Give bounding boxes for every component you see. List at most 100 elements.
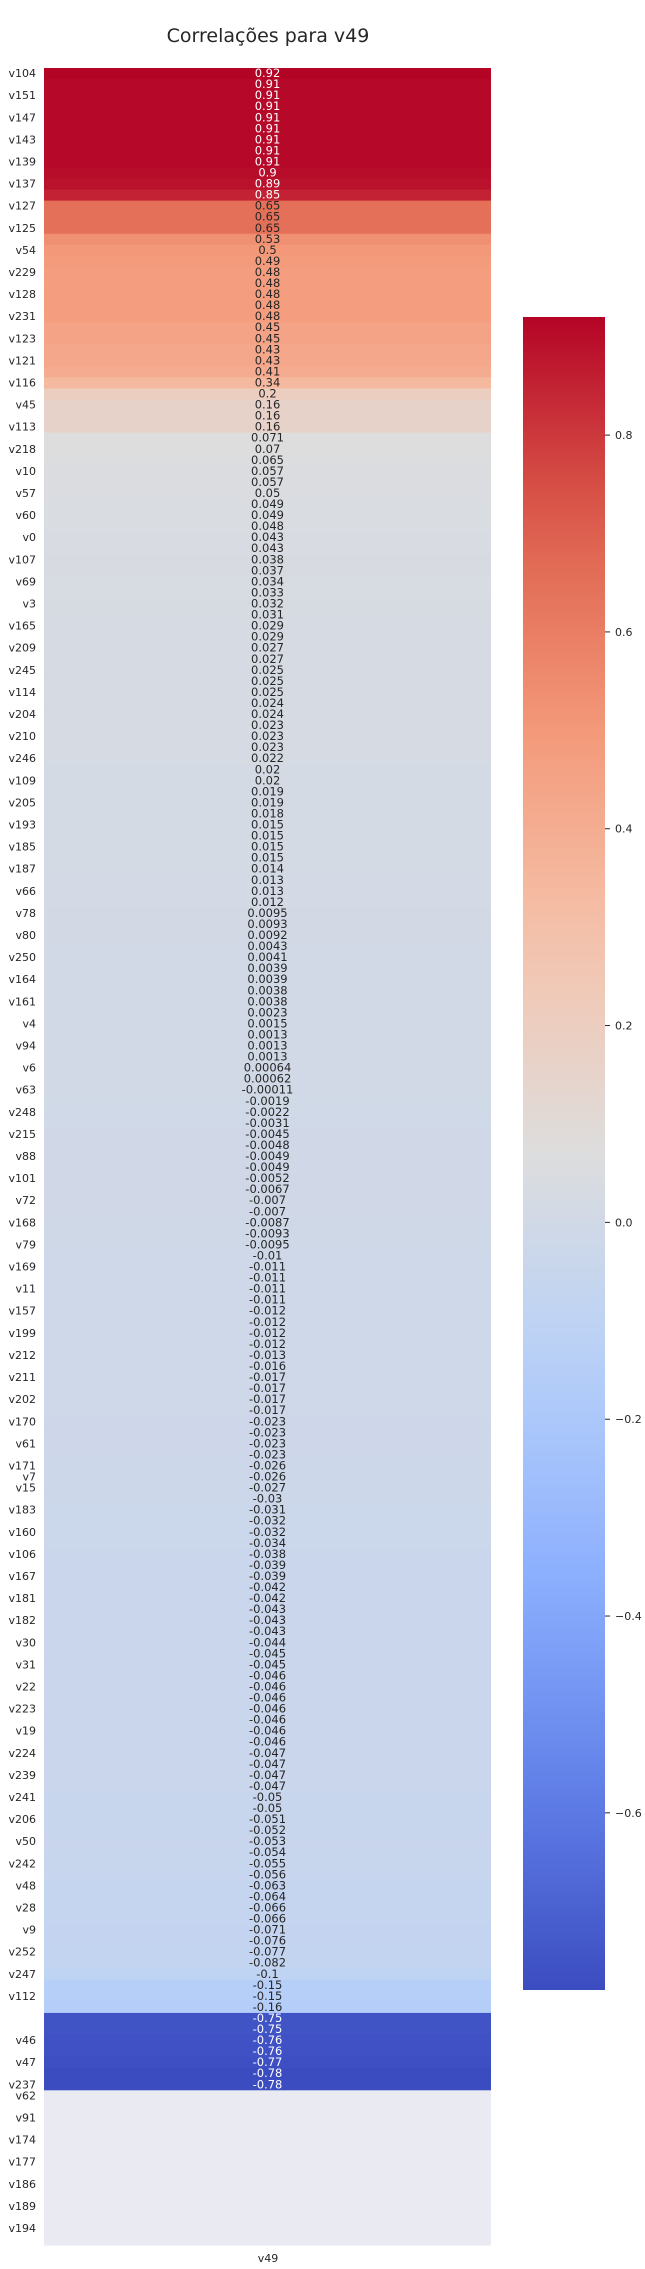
row-label: v112: [8, 1990, 36, 2003]
row-label: v170: [8, 1415, 36, 1428]
colorbar-tick-label: −0.2: [615, 1413, 642, 1426]
row-label: v143: [8, 133, 36, 146]
row-label: v50: [15, 1835, 36, 1848]
row-label: v19: [15, 1725, 36, 1738]
row-label: v161: [8, 995, 36, 1008]
heatmap-row-labels: v104v151v147v143v139v137v127v125v54v229v…: [8, 67, 36, 2235]
row-label: v199: [8, 1327, 36, 1340]
row-label: v215: [8, 1128, 36, 1141]
row-label: v109: [8, 774, 36, 787]
row-label: v22: [15, 1680, 36, 1693]
row-label: v186: [8, 2178, 36, 2191]
heatmap-cell: [44, 2101, 491, 2113]
row-label: v61: [15, 1437, 36, 1450]
row-label: v168: [8, 1216, 36, 1229]
row-label: v0: [22, 531, 36, 544]
row-label: v147: [8, 111, 36, 124]
row-label: v10: [15, 465, 36, 478]
row-label: v177: [8, 2156, 36, 2169]
row-label: v30: [15, 1636, 36, 1649]
row-label: v63: [15, 1084, 36, 1097]
row-label: v88: [15, 1150, 36, 1163]
heatmap-cell: [44, 2157, 491, 2169]
row-label: v164: [8, 973, 36, 986]
row-label: v9: [22, 1924, 36, 1937]
row-label: v194: [8, 2222, 36, 2235]
row-label: v165: [8, 620, 36, 633]
colorbar-tick-label: −0.4: [615, 1610, 642, 1623]
row-label: v250: [8, 951, 36, 964]
row-label: v116: [8, 376, 36, 389]
chart-title: Correlações para v49: [167, 25, 370, 47]
heatmap-cell: [44, 2090, 491, 2102]
heatmap-cell: [44, 2201, 491, 2213]
row-label: v60: [15, 509, 36, 522]
colorbar-tick-label: 0.8: [615, 429, 633, 442]
row-label: v46: [15, 2034, 36, 2047]
row-label: v212: [8, 1349, 36, 1362]
row-label: v91: [15, 2111, 36, 2124]
row-label: v183: [8, 1504, 36, 1517]
row-label: v157: [8, 1305, 36, 1318]
row-label: v15: [15, 1482, 36, 1495]
row-label: v193: [8, 819, 36, 832]
row-label: v206: [8, 1813, 36, 1826]
row-label: v211: [8, 1371, 36, 1384]
colorbar-tick-label: 0.0: [615, 1216, 633, 1229]
row-label: v79: [15, 1238, 36, 1251]
row-label: v252: [8, 1946, 36, 1959]
row-label: v247: [8, 1968, 36, 1981]
row-label: v223: [8, 1703, 36, 1716]
row-label: v66: [15, 885, 36, 898]
colorbar-tick-label: 0.6: [615, 626, 633, 639]
row-label: v3: [22, 597, 36, 610]
row-label: v80: [15, 929, 36, 942]
row-label: v28: [15, 1901, 36, 1914]
colorbar-tick-label: −0.6: [615, 1807, 642, 1820]
cell-value-label: -0.78: [253, 2077, 283, 2091]
row-label: v72: [15, 1194, 36, 1207]
row-label: v48: [15, 1879, 36, 1892]
heatmap-cell: [44, 2223, 491, 2235]
row-label: v114: [8, 686, 36, 699]
row-label: v11: [15, 1283, 36, 1296]
row-label: v31: [15, 1658, 36, 1671]
heatmap-cell: [44, 2168, 491, 2180]
row-label: v181: [8, 1592, 36, 1605]
row-label: v113: [8, 421, 36, 434]
row-label: v123: [8, 332, 36, 345]
row-label: v137: [8, 178, 36, 191]
row-label: v182: [8, 1614, 36, 1627]
row-label: v174: [8, 2134, 36, 2147]
row-label: v127: [8, 200, 36, 213]
heatmap-cell: [44, 2123, 491, 2135]
colorbar-tick-label: 0.4: [615, 823, 633, 836]
row-label: v6: [22, 1062, 36, 1075]
row-label: v151: [8, 89, 36, 102]
row-label: v218: [8, 443, 36, 456]
row-label: v241: [8, 1791, 36, 1804]
row-label: v248: [8, 1106, 36, 1119]
row-label: v121: [8, 354, 36, 367]
row-label: v229: [8, 266, 36, 279]
row-label: v69: [15, 575, 36, 588]
row-label: v45: [15, 399, 36, 412]
row-label: v125: [8, 222, 36, 235]
row-label: v78: [15, 907, 36, 920]
row-label: v57: [15, 487, 36, 500]
row-label: v101: [8, 1172, 36, 1185]
row-label: v204: [8, 708, 36, 721]
row-label: v189: [8, 2200, 36, 2213]
row-label: v167: [8, 1570, 36, 1583]
heatmap-cell: [44, 2212, 491, 2224]
colorbar-tick-label: 0.2: [615, 1020, 633, 1033]
row-label: v245: [8, 664, 36, 677]
row-label: v107: [8, 553, 36, 566]
row-label: v210: [8, 730, 36, 743]
row-label: v94: [15, 1040, 36, 1053]
row-label: v242: [8, 1857, 36, 1870]
colorbar: 0.8 0.6 0.4 0.2 0.0 −0.2 −0.4 −0.6: [523, 317, 642, 1990]
heatmap-cell: [44, 2190, 491, 2202]
heatmap-cell: [44, 2134, 491, 2146]
